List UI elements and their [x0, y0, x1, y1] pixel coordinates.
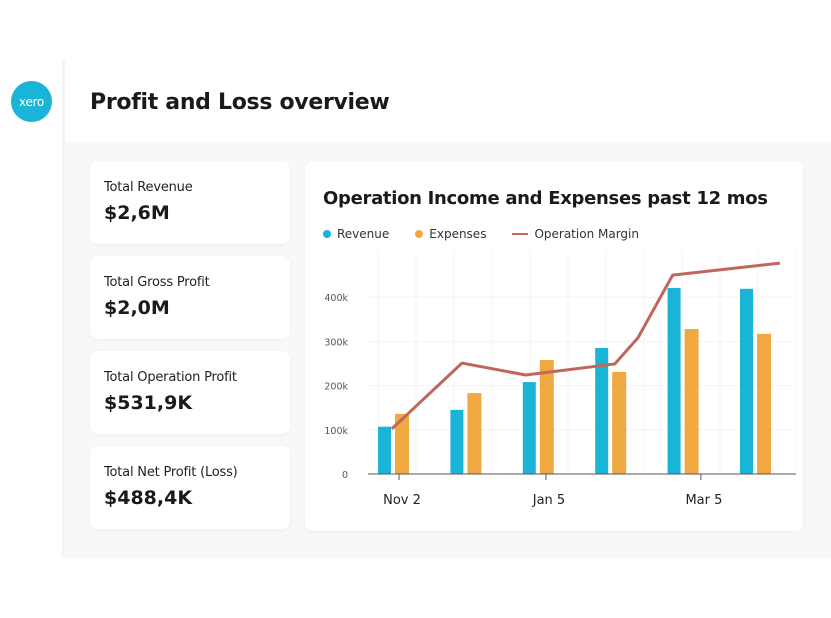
sidebar-divider: [62, 60, 65, 558]
expenses-bar: [757, 333, 771, 474]
revenue-bar: [667, 287, 681, 474]
x-tick-label: Jan 5: [532, 493, 565, 508]
chart-title: Operation Income and Expenses past 12 mo…: [323, 188, 768, 209]
revenue-dot-icon: [323, 230, 331, 238]
card-label: Total Revenue: [104, 180, 193, 195]
card-value: $2,6M: [104, 202, 170, 224]
card-label: Total Net Profit (Loss): [104, 465, 238, 480]
x-tick-label: Mar 5: [685, 493, 722, 508]
card-label: Total Operation Profit: [104, 370, 237, 385]
card-total-operation-profit: Total Operation Profit $531,9K: [90, 351, 290, 434]
card-value: $531,9K: [104, 392, 193, 414]
expenses-bar: [684, 329, 699, 474]
y-tick-label: 200k: [324, 382, 348, 393]
legend-margin[interactable]: Operation Margin: [512, 227, 639, 241]
expenses-dot-icon: [415, 230, 424, 238]
revenue-bar: [450, 409, 464, 474]
xero-logo[interactable]: xero: [11, 81, 52, 122]
chart-legend: Revenue Expenses Operation Margin: [323, 227, 639, 241]
card-total-net-profit: Total Net Profit (Loss) $488,4K: [90, 446, 290, 529]
card-total-revenue: Total Revenue $2,6M: [90, 161, 290, 244]
expenses-bar: [395, 413, 409, 474]
legend-label: Operation Margin: [534, 227, 639, 241]
margin-line-icon: [512, 233, 529, 235]
legend-expenses[interactable]: Expenses: [415, 227, 486, 241]
revenue-bar: [740, 288, 753, 474]
revenue-bar: [595, 348, 609, 474]
expenses-bar: [539, 359, 554, 474]
revenue-bar: [378, 426, 391, 474]
expenses-bar: [467, 393, 482, 474]
card-value: $2,0M: [104, 297, 170, 319]
chart-plot: 0 100k 200k 300k 400k Nov 2 Jan 5 Mar 5: [324, 251, 797, 508]
revenue-bar: [522, 382, 536, 474]
x-tick-label: Nov 2: [383, 493, 421, 508]
expenses-bar: [612, 371, 627, 474]
card-total-gross-profit: Total Gross Profit $2,0M: [90, 256, 290, 339]
legend-revenue[interactable]: Revenue: [323, 227, 389, 241]
card-label: Total Gross Profit: [104, 275, 210, 290]
page-title: Profit and Loss overview: [90, 90, 390, 115]
y-tick-label: 400k: [324, 293, 348, 304]
y-tick-label: 300k: [324, 337, 348, 348]
card-value: $488,4K: [104, 487, 193, 509]
chart-card: Operation Income and Expenses past 12 mo…: [305, 161, 803, 531]
operation-margin-line: [390, 261, 780, 431]
y-tick-label: 0: [342, 470, 348, 481]
legend-label: Revenue: [337, 227, 390, 241]
legend-label: Expenses: [429, 227, 487, 241]
y-tick-label: 100k: [324, 426, 348, 437]
